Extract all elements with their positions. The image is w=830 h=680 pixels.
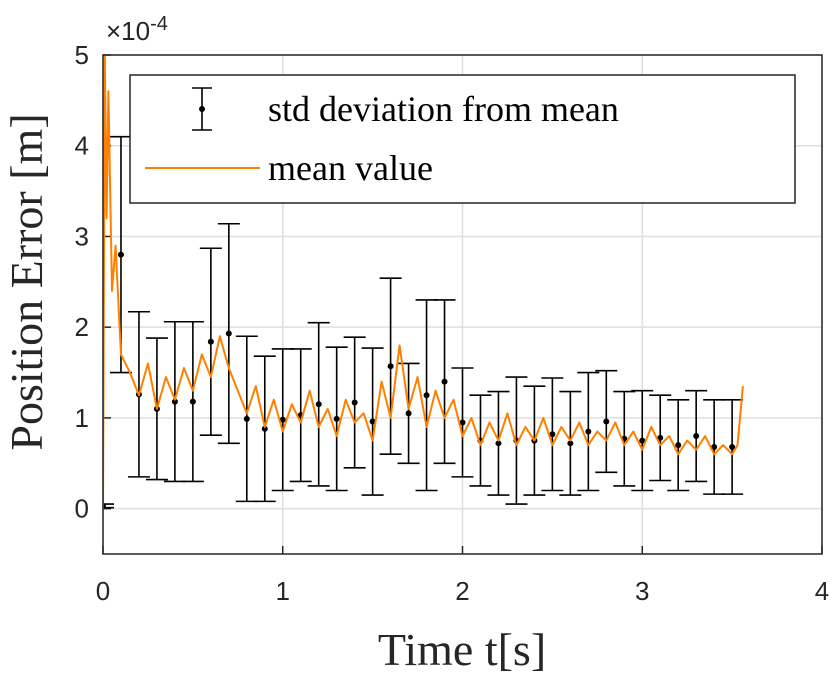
mean-dot <box>351 399 358 406</box>
x-tick-label: 0 <box>96 576 110 606</box>
mean-dot <box>279 416 286 423</box>
mean-dot <box>189 398 196 405</box>
y-tick-label: 0 <box>75 494 89 524</box>
mean-dot <box>549 431 556 438</box>
axes-box <box>102 54 823 555</box>
x-tick-label: 3 <box>635 576 649 606</box>
y-tick-label: 3 <box>75 221 89 251</box>
mean-dot <box>459 419 466 426</box>
mean-dot <box>711 443 718 450</box>
legend-box <box>129 74 796 204</box>
mean-dot <box>117 251 124 258</box>
x-tick-label: 4 <box>815 576 829 606</box>
mean-dot <box>603 418 610 425</box>
mean-dot <box>585 428 592 435</box>
y-axis-label: Position Error [m] <box>1 113 52 450</box>
mean-dot <box>315 401 322 408</box>
y-multiplier-base: ×10 <box>106 16 150 46</box>
y-tick-label: 1 <box>75 403 89 433</box>
mean-dot <box>369 418 376 425</box>
y-tick-label: 2 <box>75 312 89 342</box>
mean-dot <box>387 363 394 370</box>
x-tick-label: 1 <box>276 576 290 606</box>
mean-dot <box>675 442 682 449</box>
mean-dot <box>423 392 430 399</box>
mean-dot <box>441 378 448 385</box>
mean-line <box>103 55 744 509</box>
y-multiplier-exp: -4 <box>150 13 168 35</box>
y-tick-label: 4 <box>75 131 89 161</box>
mean-dot <box>243 415 250 422</box>
mean-dot <box>405 410 412 417</box>
mean-dot <box>207 338 214 345</box>
mean-dot <box>657 434 664 441</box>
mean-dot <box>693 433 700 440</box>
mean-dot <box>171 398 178 405</box>
mean-dot <box>567 440 574 447</box>
x-axis-label: Time t[s] <box>378 624 546 675</box>
mean-dot <box>729 443 736 450</box>
legend-label: mean value <box>268 148 433 188</box>
mean-dot <box>495 440 502 447</box>
mean-dot <box>225 330 232 337</box>
series-group <box>103 55 744 509</box>
legend-dot <box>199 106 205 112</box>
legend: std deviation from mean mean value <box>129 74 796 204</box>
mean-dot <box>639 437 646 444</box>
mean-dot <box>333 415 340 422</box>
legend-label: std deviation from mean <box>268 89 619 129</box>
y-multiplier: ×10-4 <box>106 13 168 46</box>
y-tick-label: 5 <box>75 40 89 70</box>
mean-dot <box>261 425 268 432</box>
x-tick-label: 2 <box>455 576 469 606</box>
